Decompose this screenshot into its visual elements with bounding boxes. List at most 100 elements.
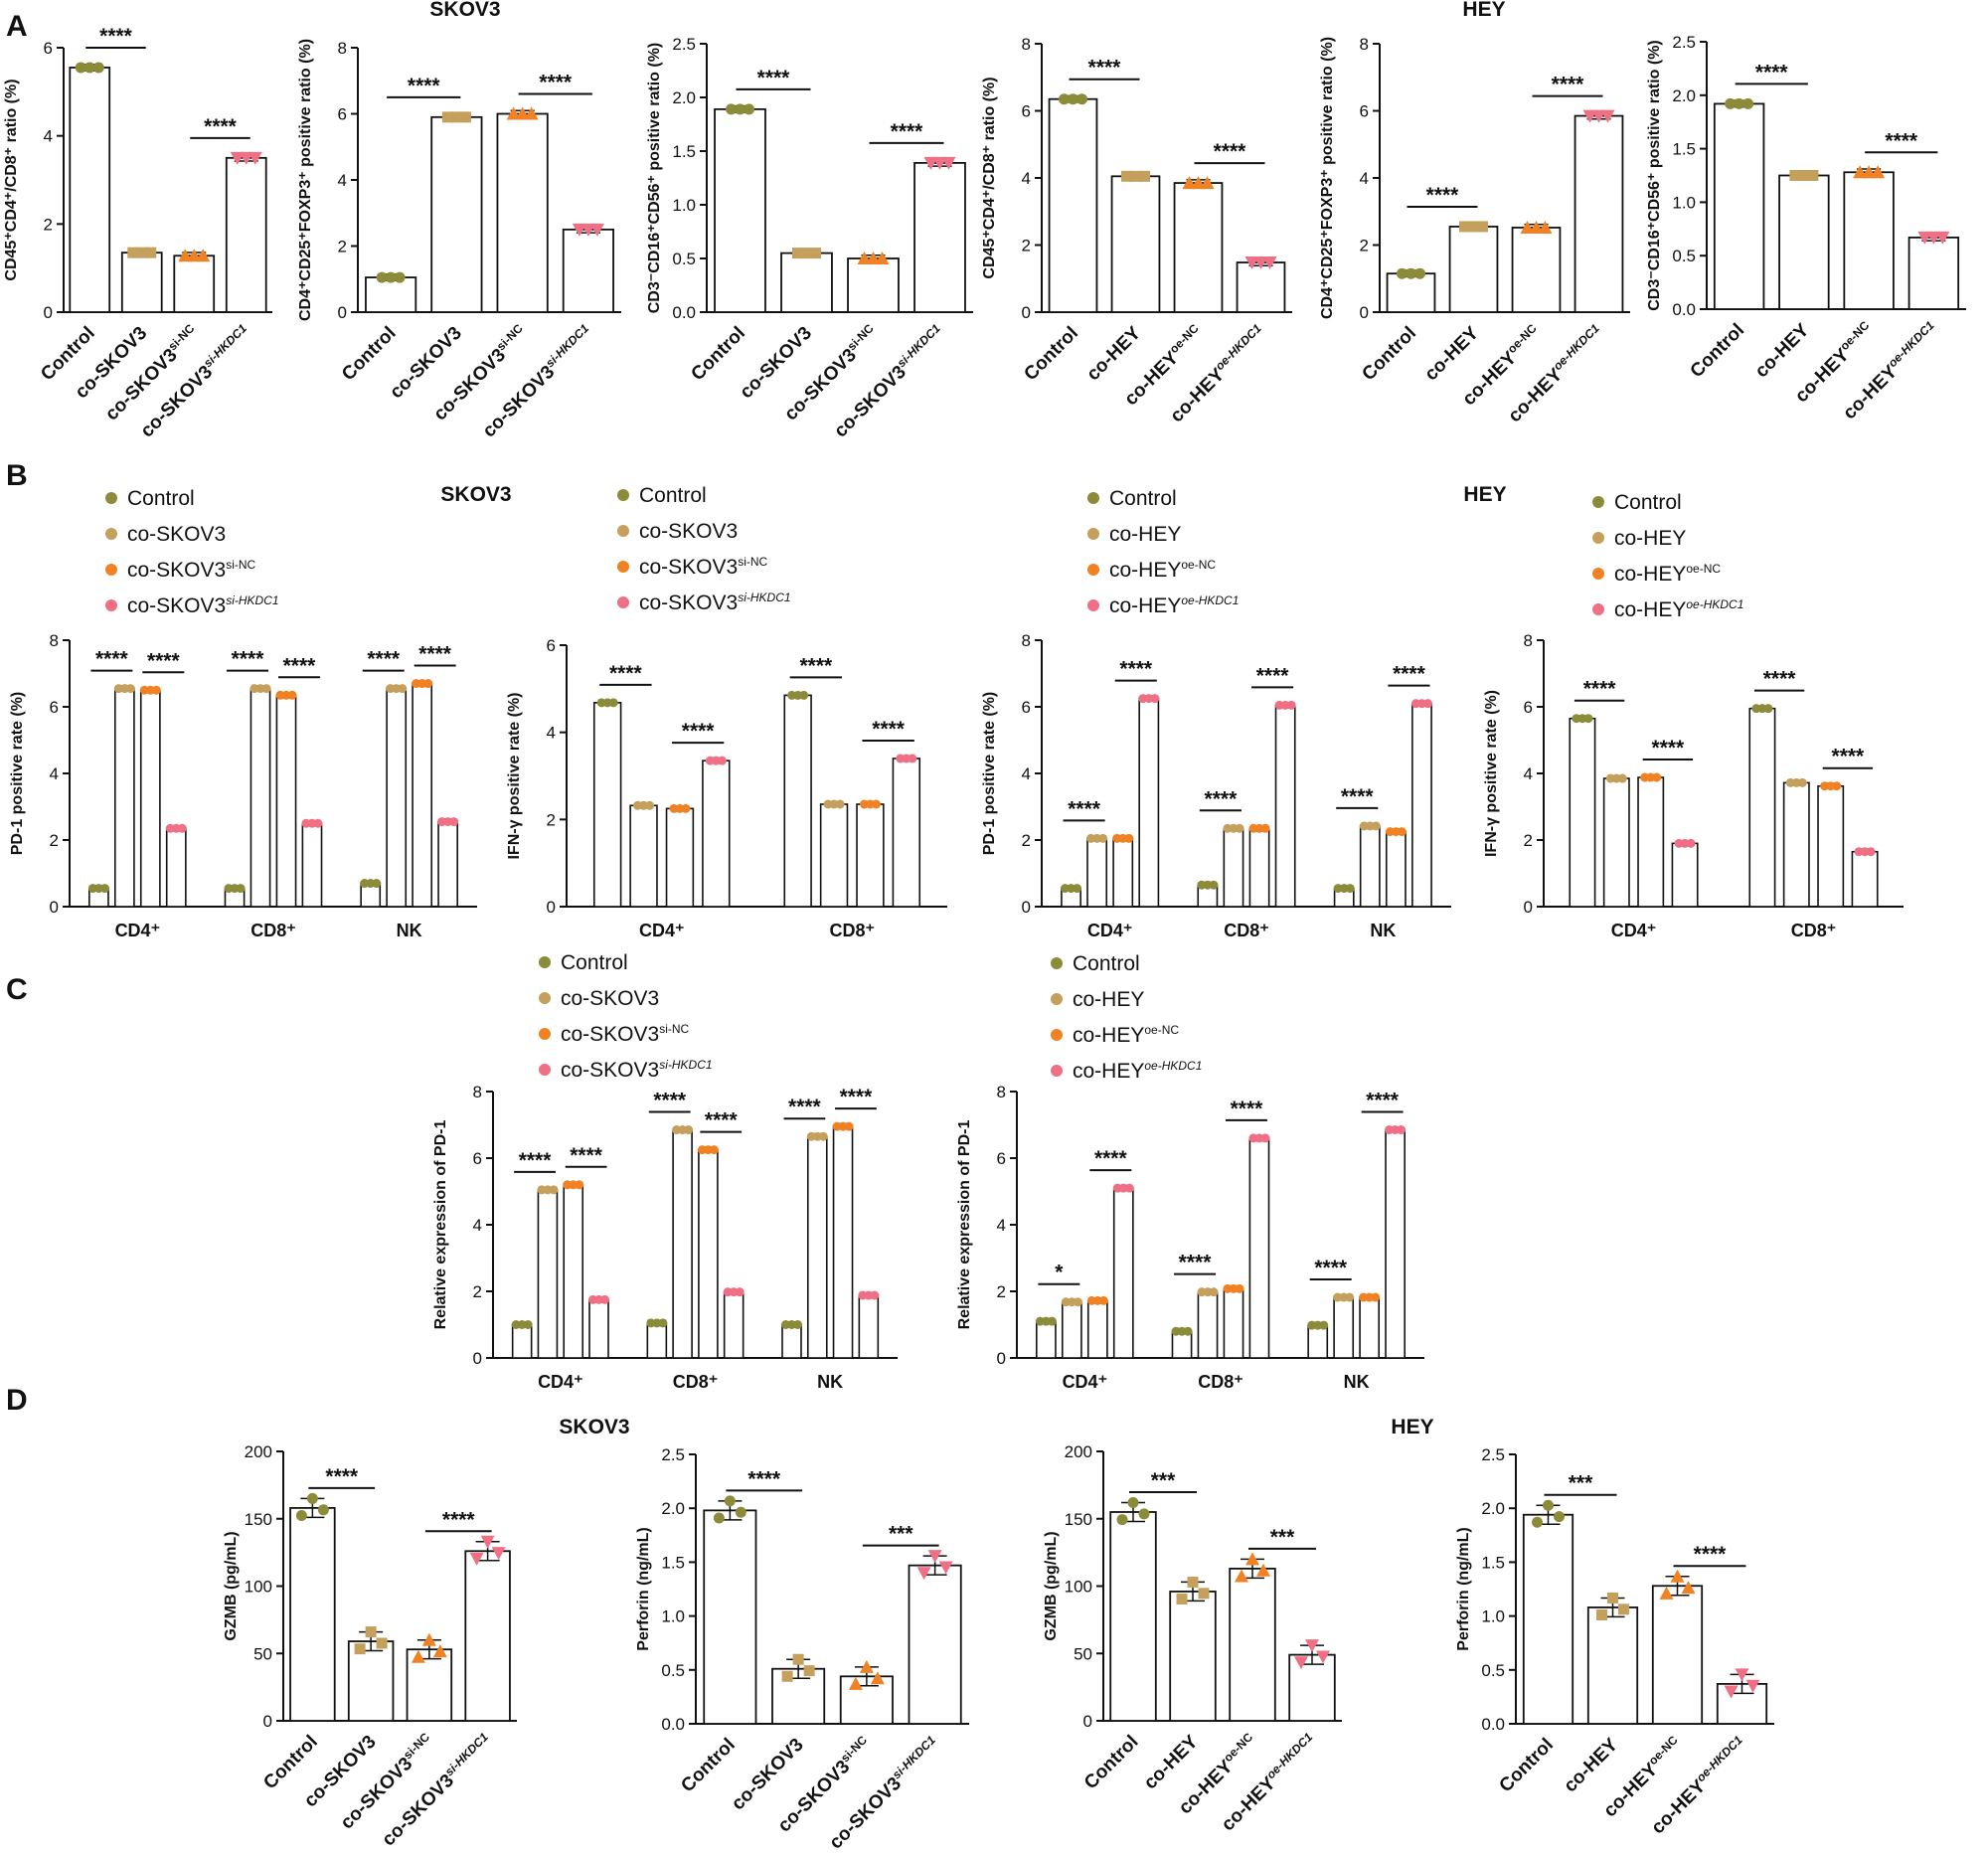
point-co [1187, 1576, 1199, 1588]
significance-label: **** [1832, 746, 1866, 768]
bar-nk-nc [1359, 1296, 1381, 1359]
significance-label: **** [788, 1096, 822, 1118]
y-tick-label: 0 [473, 1349, 482, 1368]
bar-cd4-control [511, 1323, 533, 1359]
point-nc [524, 106, 539, 120]
chart-2-cd3-cd16-cd56-positive-ratio: 0.0 0.5 1.0 1.5 2.0 2.5 CD3⁻CD16⁺CD56⁺ positiv… [646, 35, 973, 441]
point-co [1797, 777, 1807, 787]
chart-15-perforin-ng-ml: 0.0 0.5 1.0 1.5 2.0 2.5 Perforin (ng/mL) Contro… [1455, 1445, 1774, 1838]
bar-control [1522, 1513, 1574, 1725]
panel-label-c: C [6, 973, 28, 1006]
point-co [1617, 773, 1627, 783]
point-co [1789, 170, 1801, 181]
bar-co-heyoe-nc [1511, 227, 1562, 313]
y-tick-label: 4 [1022, 764, 1031, 783]
legend-label-co: co-HEY [1614, 527, 1686, 550]
point-co [1468, 221, 1479, 233]
point-si [1926, 231, 1941, 245]
y-tick-label: 2 [1524, 831, 1533, 850]
panel-label-a: A [6, 10, 28, 43]
point-nc [681, 803, 691, 813]
bar-control [703, 1509, 757, 1725]
legend: Control co-SKOV3 co-SKOV3si-NC co-SKOV3si-H… [539, 951, 713, 1082]
bar-co-heyoe-nc [1173, 182, 1224, 313]
chart-11-relative-expression-of-pd-1: 0 2 4 6 8 Relative expression of PD-1 Control c… [956, 952, 1424, 1392]
legend-label-co: co-HEY [1109, 523, 1181, 546]
y-axis-label: CD45⁺CD4⁺/CD8⁺ ratio (%) [981, 77, 998, 278]
y-tick-label: 4 [1022, 169, 1031, 188]
point-control [608, 698, 618, 708]
bar-cd4-nc [1086, 1299, 1108, 1359]
bar-cd4-nc [139, 689, 161, 908]
point-si [313, 818, 323, 828]
x-category-label: co-HEY [1082, 322, 1145, 385]
bar-co-skov3si-hkdc1 [225, 156, 267, 313]
significance-label: **** [1583, 678, 1617, 701]
point-nc [1124, 833, 1134, 843]
group-label-cd8: CD8⁺ [673, 1372, 719, 1392]
point-control [1532, 1516, 1543, 1528]
legend-marker-control [105, 492, 117, 504]
legend-label-control: Control [1109, 487, 1177, 510]
significance-label: **** [519, 1149, 553, 1172]
chart-5-cd3-cd16-cd56-positive-ratio: 0.0 0.5 1.0 1.5 2.0 2.5 CD3⁻CD16⁺CD56⁺ positiv… [1646, 33, 1966, 423]
bar-nk-nc [412, 682, 433, 908]
point-si [449, 817, 459, 827]
bar-co-hey [1586, 1606, 1639, 1725]
point-nc [506, 106, 521, 120]
point-si [491, 1547, 506, 1561]
point-control [735, 103, 746, 115]
significance-label: *** [1151, 1469, 1176, 1492]
y-tick-label: 50 [253, 1644, 272, 1663]
point-nc [515, 106, 530, 120]
point-si [1397, 1125, 1407, 1135]
significance-label: **** [147, 649, 181, 672]
point-co [1607, 1592, 1618, 1604]
group-label-cd8: CD8⁺ [250, 921, 296, 940]
point-nc [875, 252, 890, 264]
point-si [1286, 700, 1296, 710]
y-tick-label: 2.5 [672, 35, 696, 54]
significance-label: **** [1552, 74, 1585, 96]
point-co [818, 1131, 828, 1141]
y-tick-label: 4 [44, 127, 53, 146]
point-control [75, 62, 86, 74]
point-control [1077, 93, 1087, 105]
point-control [306, 1492, 318, 1504]
legend-label-control: Control [561, 951, 628, 974]
bar-cd4-co [1061, 1300, 1082, 1359]
x-category-label: Control [1080, 1732, 1143, 1794]
point-control [726, 103, 737, 115]
y-tick-label: 150 [1065, 1510, 1092, 1529]
y-tick-label: 1.5 [1672, 140, 1696, 159]
legend-marker-co [539, 992, 551, 1004]
point-control [1554, 1511, 1565, 1523]
legend-marker-si [617, 596, 629, 608]
significance-label: **** [442, 1508, 476, 1531]
legend-marker-nc [1087, 564, 1099, 576]
bar-cd4-co [537, 1189, 559, 1359]
point-control [1583, 714, 1593, 724]
point-nc [1832, 781, 1842, 791]
group-label-cd4: CD4⁺ [1611, 921, 1657, 940]
group-title-b-skov3: SKOV3 [440, 483, 511, 506]
y-tick-label: 0.0 [661, 1715, 685, 1734]
legend: Control co-HEY co-HEYoe-NC co-HEYoe-HKDC1 [1051, 952, 1202, 1083]
point-control [92, 62, 104, 74]
point-si [870, 1290, 880, 1300]
point-co [127, 247, 139, 258]
legend-label-nc: co-SKOV3si-NC [127, 558, 256, 582]
point-si [1305, 1639, 1319, 1653]
bar-nk-co [1359, 825, 1381, 908]
x-category-label: co-HEY [1751, 319, 1814, 382]
point-control [1068, 93, 1078, 105]
point-nc [844, 1121, 854, 1131]
y-tick-label: 6 [1360, 102, 1369, 121]
legend-label-co: co-HEY [1073, 988, 1144, 1011]
point-control [1763, 704, 1773, 714]
y-tick-label: 1.0 [661, 1607, 685, 1626]
y-tick-label: 100 [1065, 1578, 1092, 1597]
y-axis-label: PD-1 positive rate (%) [9, 692, 26, 855]
point-nc [1659, 1586, 1674, 1600]
